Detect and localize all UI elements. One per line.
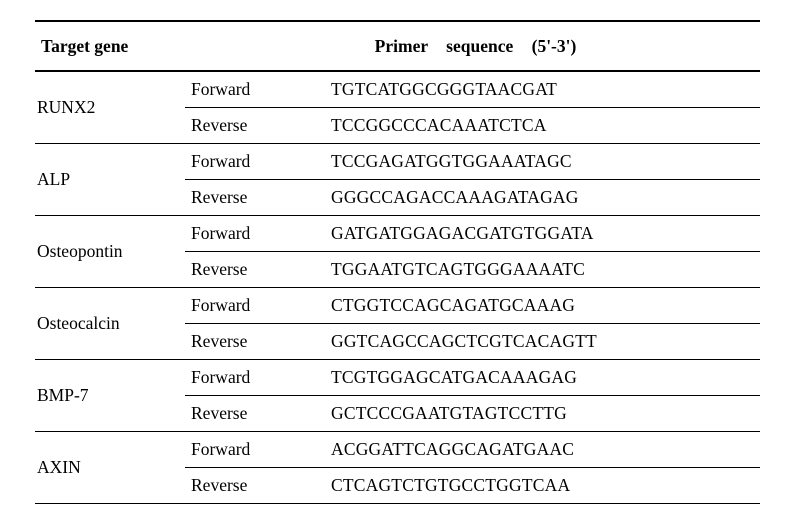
- direction-label: Reverse: [185, 108, 325, 144]
- sequence-cell: GGTCAGCCAGCTCGTCACAGTT: [325, 324, 760, 360]
- header-target-gene: Target gene: [35, 21, 185, 71]
- table-row: Osteopontin Forward GATGATGGAGACGATGTGGA…: [35, 216, 760, 252]
- primer-table-container: Target gene Primer sequence (5'-3') RUNX…: [0, 0, 805, 524]
- sequence-cell: TGTCATGGCGGGTAACGAT: [325, 71, 760, 108]
- direction-label: Reverse: [185, 180, 325, 216]
- sequence-cell: GCTCCCGAATGTAGTCCTTG: [325, 396, 760, 432]
- gene-name: BMP-7: [35, 360, 185, 432]
- direction-label: Reverse: [185, 252, 325, 288]
- direction-label: Forward: [185, 288, 325, 324]
- sequence-cell: CTGGTCCAGCAGATGCAAAG: [325, 288, 760, 324]
- sequence-cell: CTCAGTCTGTGCCTGGTCAA: [325, 468, 760, 504]
- direction-label: Forward: [185, 360, 325, 396]
- direction-label: Reverse: [185, 468, 325, 504]
- table-row: ALP Forward TCCGAGATGGTGGAAATAGC: [35, 144, 760, 180]
- gene-name: Osteopontin: [35, 216, 185, 288]
- direction-label: Forward: [185, 144, 325, 180]
- direction-label: Reverse: [185, 396, 325, 432]
- sequence-cell: GGGCCAGACCAAAGATAGAG: [325, 180, 760, 216]
- gene-name: Osteocalcin: [35, 288, 185, 360]
- sequence-cell: TCCGGCCCACAAATCTCA: [325, 108, 760, 144]
- direction-label: Reverse: [185, 324, 325, 360]
- gene-name: AXIN: [35, 432, 185, 504]
- direction-label: Forward: [185, 216, 325, 252]
- table-header-row: Target gene Primer sequence (5'-3'): [35, 21, 760, 71]
- sequence-cell: ACGGATTCAGGCAGATGAAC: [325, 432, 760, 468]
- table-row: Osteocalcin Forward CTGGTCCAGCAGATGCAAAG: [35, 288, 760, 324]
- sequence-cell: TGGAATGTCAGTGGGAAAATC: [325, 252, 760, 288]
- sequence-cell: TCCGAGATGGTGGAAATAGC: [325, 144, 760, 180]
- gene-name: RUNX2: [35, 71, 185, 144]
- direction-label: Forward: [185, 432, 325, 468]
- header-primer-sequence: Primer sequence (5'-3'): [185, 21, 760, 71]
- table-row: BMP-7 Forward TCGTGGAGCATGACAAAGAG: [35, 360, 760, 396]
- gene-name: ALP: [35, 144, 185, 216]
- sequence-cell: TCGTGGAGCATGACAAAGAG: [325, 360, 760, 396]
- table-row: RUNX2 Forward TGTCATGGCGGGTAACGAT: [35, 71, 760, 108]
- table-row: AXIN Forward ACGGATTCAGGCAGATGAAC: [35, 432, 760, 468]
- direction-label: Forward: [185, 71, 325, 108]
- primer-table: Target gene Primer sequence (5'-3') RUNX…: [35, 20, 760, 504]
- sequence-cell: GATGATGGAGACGATGTGGATA: [325, 216, 760, 252]
